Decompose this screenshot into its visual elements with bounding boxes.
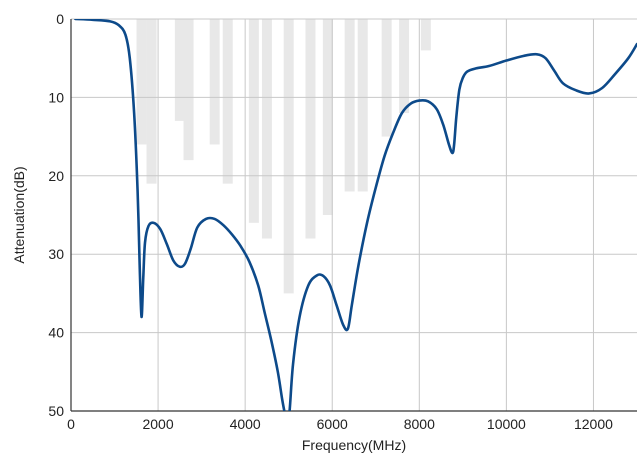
spec-bar-9: [305, 19, 316, 239]
spec-bar-2: [174, 19, 185, 121]
spec-bar-1: [146, 19, 157, 184]
x-tick-label-3: 6000: [317, 416, 348, 432]
x-axis-label: Frequency(MHz): [302, 437, 406, 453]
y-tick-label-2: 20: [48, 168, 64, 184]
y-tick-label-4: 40: [48, 325, 64, 341]
series-lines: [74, 19, 637, 411]
spec-bar-15: [420, 19, 431, 51]
grid: [71, 18, 637, 411]
spec-bars: [136, 19, 431, 294]
spec-bar-12: [357, 19, 368, 192]
spec-bar-8: [283, 19, 294, 294]
spec-bar-10: [322, 19, 333, 215]
y-tick-label-0: 0: [56, 11, 64, 27]
spec-bar-6: [248, 19, 259, 223]
axes: [70, 19, 637, 412]
x-tick-label-1: 2000: [142, 416, 173, 432]
tick-labels: 0 2000 4000 6000 8000 10000 12000 0 10 20 30 40 50: [48, 11, 613, 432]
y-tick-label-3: 30: [48, 246, 64, 262]
spec-bar-3: [183, 19, 194, 161]
x-tick-label-2: 4000: [230, 416, 261, 432]
y-tick-label-1: 10: [48, 89, 64, 105]
x-tick-label-6: 12000: [574, 416, 613, 432]
spec-bar-4: [209, 19, 220, 145]
spec-bar-5: [222, 19, 233, 184]
spec-bar-11: [344, 19, 355, 192]
y-tick-label-5: 50: [48, 403, 64, 419]
x-tick-label-0: 0: [67, 416, 75, 432]
spec-bar-14: [399, 19, 410, 114]
x-tick-label-4: 8000: [404, 416, 435, 432]
series-line-0: [74, 19, 637, 411]
x-tick-label-5: 10000: [487, 416, 526, 432]
spec-bar-0: [136, 19, 147, 145]
spec-bar-7: [261, 19, 272, 239]
y-axis-label: Attenuation(dB): [11, 166, 27, 263]
spec-bar-13: [381, 19, 392, 137]
